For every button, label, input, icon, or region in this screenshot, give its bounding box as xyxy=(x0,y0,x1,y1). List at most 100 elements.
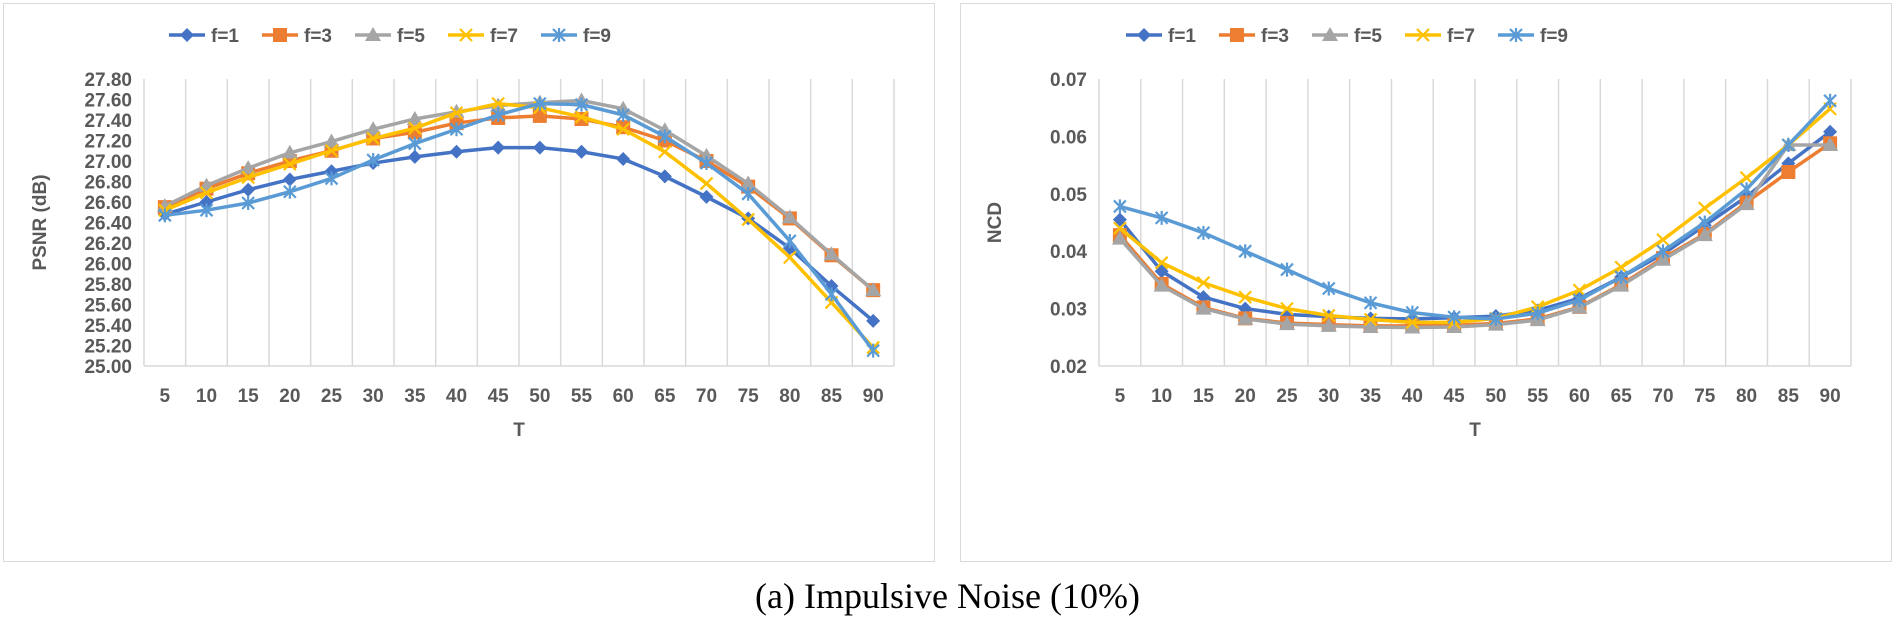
data-point xyxy=(241,170,255,185)
legend-entry: f=5 xyxy=(1312,26,1382,47)
y-tick-label: 27.80 xyxy=(84,70,132,91)
y-tick-label: 0.04 xyxy=(1050,242,1087,263)
data-point xyxy=(1196,225,1211,240)
x-tick-label: 15 xyxy=(1193,386,1215,407)
data-point xyxy=(740,175,757,190)
data-point xyxy=(616,151,631,166)
data-point xyxy=(1405,305,1420,320)
data-point xyxy=(783,233,797,248)
figure-caption: (a) Impulsive Noise (10%) xyxy=(755,576,1140,616)
legend-entry: f=7 xyxy=(1405,26,1475,47)
data-point xyxy=(1280,262,1294,277)
legend-label: f=9 xyxy=(1540,26,1568,47)
data-point xyxy=(1195,300,1212,315)
x-tick-label: 5 xyxy=(1115,386,1126,407)
x-tick-label: 35 xyxy=(1360,386,1382,407)
y-tick-label: 0.06 xyxy=(1050,127,1087,148)
series-line xyxy=(164,101,875,352)
x-tick-label: 20 xyxy=(279,386,300,407)
data-point xyxy=(240,160,257,175)
psnr-chart: 25.0025.2025.4025.6025.8026.0026.2026.40… xyxy=(30,26,895,441)
data-point xyxy=(1154,264,1169,279)
series-f9 xyxy=(1113,93,1837,326)
data-point xyxy=(616,107,630,122)
legend-entry: f=1 xyxy=(1126,26,1196,47)
x-tick-label: 20 xyxy=(1235,386,1256,407)
legend-marker xyxy=(1230,28,1244,42)
y-axis-title: NCD xyxy=(985,202,1006,243)
data-point xyxy=(1238,290,1252,304)
x-tick-label: 25 xyxy=(321,386,343,407)
y-tick-label: 27.60 xyxy=(84,91,132,112)
x-tick-label: 85 xyxy=(821,386,843,407)
x-tick-label: 45 xyxy=(488,386,510,407)
series-f7 xyxy=(158,96,880,355)
x-tick-label: 90 xyxy=(863,386,884,407)
data-point xyxy=(783,250,797,265)
legend-label: f=7 xyxy=(490,26,518,47)
x-tick-label: 50 xyxy=(529,386,550,407)
data-point xyxy=(1447,310,1461,325)
data-point xyxy=(408,121,422,135)
y-tick-label: 27.00 xyxy=(84,152,132,173)
series-line xyxy=(164,145,875,323)
x-tick-label: 50 xyxy=(1485,386,1506,407)
data-point xyxy=(824,287,839,302)
data-point xyxy=(741,212,755,227)
legend-label: f=5 xyxy=(1354,26,1382,47)
x-tick-label: 70 xyxy=(1652,386,1673,407)
data-point xyxy=(1656,244,1670,259)
x-axis-title: T xyxy=(513,420,525,441)
x-tick-label: 30 xyxy=(1318,386,1339,407)
x-tick-label: 40 xyxy=(1402,386,1423,407)
data-point xyxy=(324,143,339,158)
data-point xyxy=(1655,251,1671,266)
y-tick-label: 27.20 xyxy=(84,132,132,153)
data-point xyxy=(1363,312,1378,327)
legend-entry: f=5 xyxy=(355,26,425,47)
data-point xyxy=(365,121,382,136)
data-point xyxy=(1698,215,1712,230)
legend-entry: f=1 xyxy=(169,26,239,47)
data-point xyxy=(1738,196,1755,211)
data-point xyxy=(865,282,882,297)
y-tick-label: 0.03 xyxy=(1050,300,1087,321)
series-line xyxy=(1118,107,1832,325)
x-tick-label: 70 xyxy=(696,386,717,407)
data-point xyxy=(1572,292,1587,307)
data-point xyxy=(1154,255,1169,270)
x-tick-label: 10 xyxy=(196,386,217,407)
data-point xyxy=(407,149,422,164)
x-tick-label: 40 xyxy=(446,386,467,407)
series-f5 xyxy=(1111,137,1839,334)
legend-marker xyxy=(1509,28,1523,42)
data-point xyxy=(533,96,547,111)
y-tick-label: 26.20 xyxy=(84,234,132,255)
x-tick-label: 55 xyxy=(1527,386,1549,407)
data-point xyxy=(1572,283,1587,298)
y-tick-label: 26.80 xyxy=(84,173,132,194)
legend-label: f=3 xyxy=(304,26,332,47)
data-point xyxy=(1237,310,1254,325)
data-point xyxy=(574,144,589,159)
legend-label: f=3 xyxy=(1261,26,1289,47)
legend-entry: f=9 xyxy=(1498,26,1568,47)
data-point xyxy=(699,189,714,204)
y-tick-label: 25.80 xyxy=(84,275,132,296)
y-tick-label: 26.40 xyxy=(84,214,132,235)
data-point xyxy=(866,343,880,358)
data-point xyxy=(491,96,505,111)
data-point xyxy=(1781,138,1796,153)
x-tick-label: 35 xyxy=(404,386,426,407)
legend-entry: f=3 xyxy=(262,26,332,47)
x-tick-label: 80 xyxy=(779,386,800,407)
y-axis-title: PSNR (dB) xyxy=(30,174,51,270)
data-point xyxy=(1153,277,1170,292)
data-point xyxy=(1739,170,1754,185)
data-point xyxy=(1322,308,1336,323)
data-point xyxy=(366,152,380,167)
data-point xyxy=(1489,311,1503,326)
data-point xyxy=(199,203,214,218)
legend-marker xyxy=(1322,27,1338,41)
data-point xyxy=(1279,316,1295,331)
